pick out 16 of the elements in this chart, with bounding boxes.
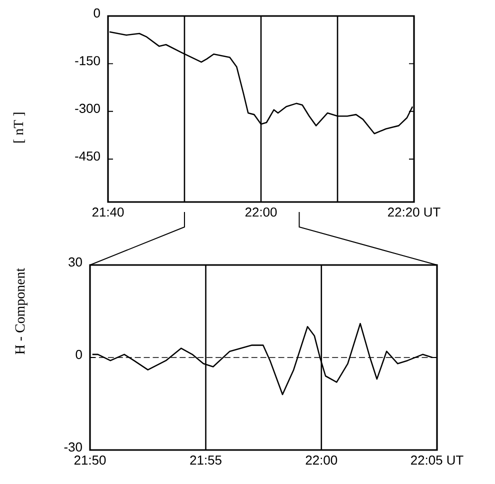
y-tick-label: -300 — [75, 104, 100, 113]
x-tick-label: 22:20 UT — [388, 208, 440, 217]
y-tick-label: 0 — [76, 350, 82, 360]
y-tick-label: -30 — [64, 442, 82, 452]
x-tick-label: 22:00 — [245, 208, 277, 217]
x-tick-label: 21:40 — [92, 208, 124, 217]
y-tick-label: -450 — [75, 151, 100, 161]
y-axis-title: [ nT ] — [13, 112, 25, 142]
x-tick-label: 22:05 UT — [411, 456, 464, 465]
x-tick-label: 21:55 — [190, 456, 222, 465]
x-tick-label: 22:00 — [306, 456, 338, 465]
y-tick-label: 30 — [68, 257, 82, 267]
x-tick-label: 21:50 — [74, 456, 106, 465]
y-axis-title: H - Component — [15, 268, 28, 354]
y-tick-label: 0 — [94, 8, 100, 18]
y-tick-label: -150 — [75, 56, 100, 66]
